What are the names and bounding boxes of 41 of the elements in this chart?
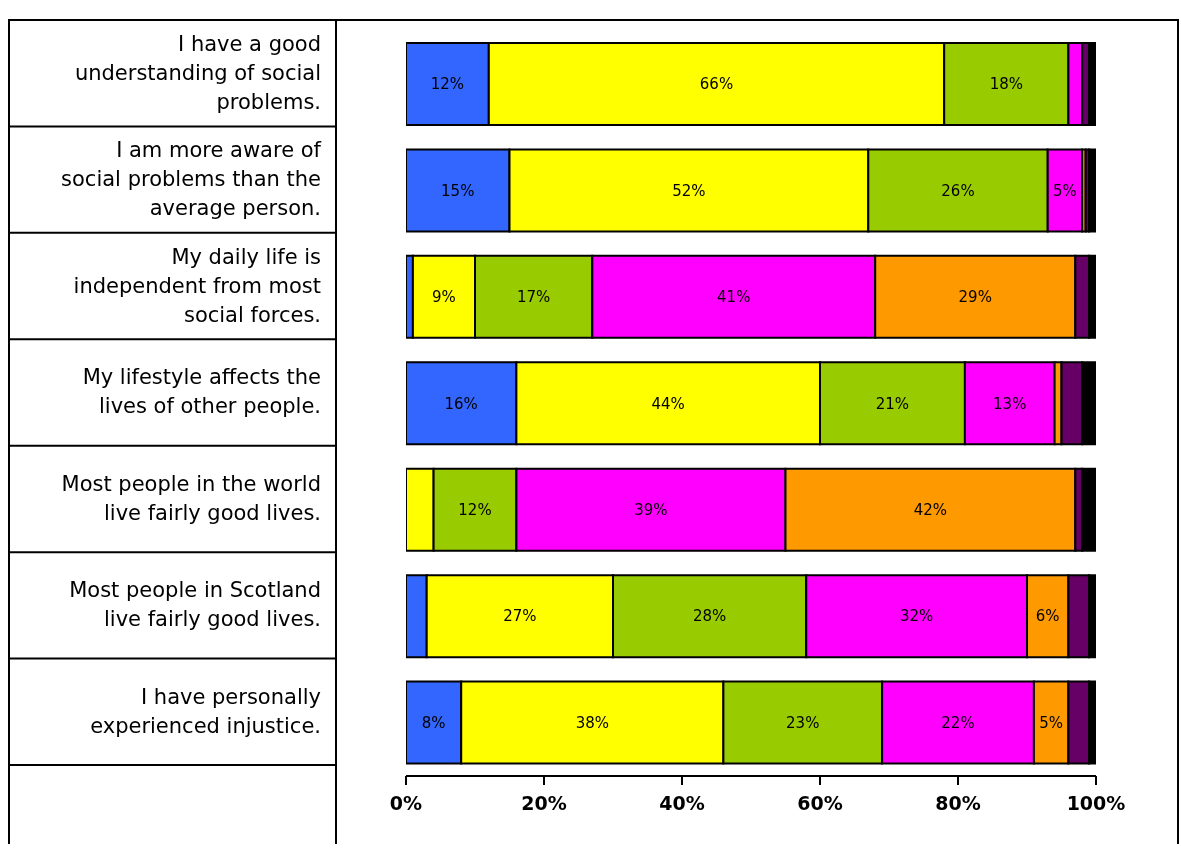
x-tick-label: 60% <box>797 792 843 815</box>
data-label: 18% <box>989 75 1023 94</box>
x-tick-label: 20% <box>521 792 567 815</box>
data-label: 39% <box>634 501 668 520</box>
data-label: 44% <box>651 394 685 413</box>
y-tick-label: Most people in Scotland live fairly good lives. <box>68 577 321 634</box>
data-label: 32% <box>899 607 934 626</box>
x-tick-label: 40% <box>659 792 705 815</box>
data-label: 17% <box>516 288 551 307</box>
y-tick-label: My lifestyle affects the lives of other people. <box>81 364 321 421</box>
x-tick-label: 0% <box>389 792 423 815</box>
data-label: 41% <box>717 288 751 307</box>
data-label: 66% <box>699 75 734 94</box>
data-label: 12% <box>458 501 492 520</box>
data-label: 16% <box>444 394 478 413</box>
x-tick-label: 80% <box>935 792 981 815</box>
data-label: 28% <box>692 607 727 626</box>
data-label: 9% <box>432 288 456 307</box>
data-label: 23% <box>786 713 820 732</box>
y-tick-label: I have personally experienced injustice. <box>89 683 321 740</box>
data-label: 13% <box>993 394 1027 413</box>
data-label: 29% <box>958 288 992 307</box>
data-label: 22% <box>941 713 975 732</box>
data-label: 6% <box>1035 607 1060 626</box>
data-label: 42% <box>913 501 948 520</box>
data-label: 26% <box>941 181 975 200</box>
data-label: 12% <box>430 75 465 94</box>
y-tick-label: I am more aware of social problems than the average person. <box>60 137 321 223</box>
data-label: 52% <box>672 181 706 200</box>
data-label: 5% <box>1039 713 1064 732</box>
y-tick-label: I have a good understanding of social problems. <box>73 30 321 116</box>
y-tick-label: Most people in the world live fairly good lives. <box>60 470 321 527</box>
bar <box>1088 148 1096 233</box>
data-label: 15% <box>441 181 475 200</box>
data-label: 21% <box>875 394 910 413</box>
data-label: 38% <box>575 713 609 732</box>
data-label: 5% <box>1053 181 1077 200</box>
y-tick-label: My daily life is independent from most social forces. <box>72 243 321 329</box>
x-tick-label: 100% <box>1066 792 1126 815</box>
data-label: 8% <box>421 713 446 732</box>
data-label: 27% <box>503 607 537 626</box>
